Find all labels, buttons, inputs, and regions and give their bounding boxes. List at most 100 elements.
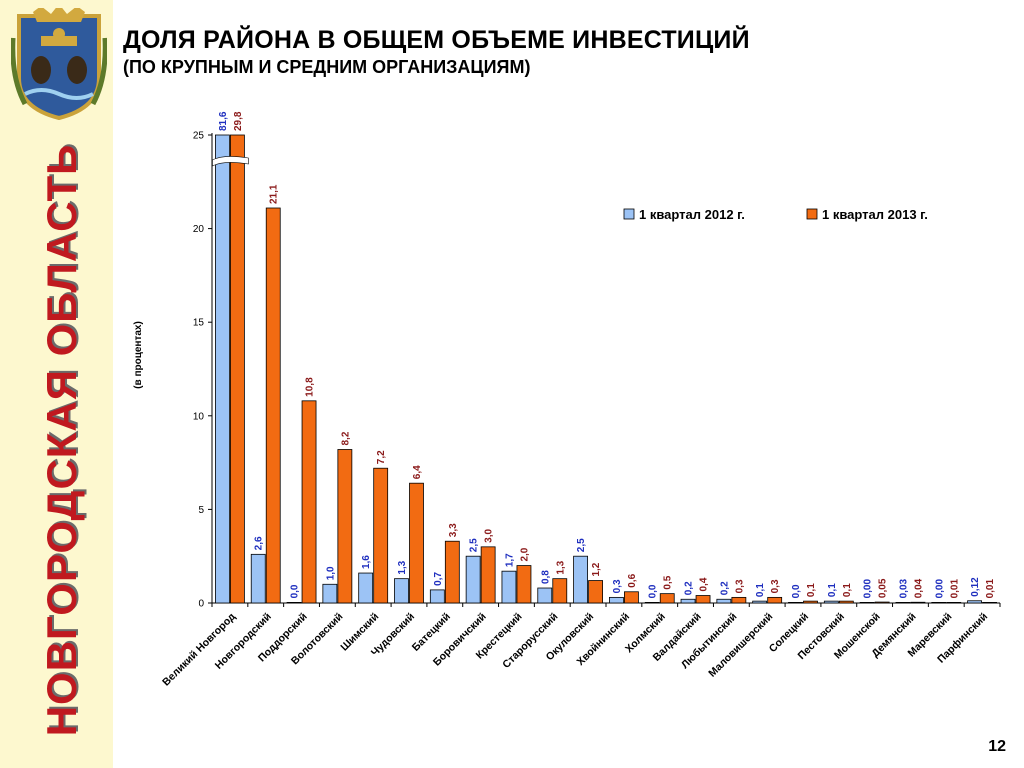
value-label-2013: 3,3 bbox=[448, 523, 459, 537]
bar-2012 bbox=[322, 583, 338, 604]
value-label-2012: 0,1 bbox=[827, 583, 838, 597]
category-label: Маловишерский bbox=[706, 611, 775, 680]
legend-label-2012: 1 квартал 2012 г. bbox=[639, 207, 745, 222]
bar-2012 bbox=[429, 589, 445, 604]
value-label-2012: 1,7 bbox=[504, 553, 515, 567]
value-label-2013: 7,2 bbox=[376, 450, 387, 464]
bar-2012 bbox=[680, 598, 696, 604]
bar-2013 bbox=[910, 601, 926, 604]
y-tick-label: 15 bbox=[193, 318, 205, 329]
value-label-2012: 0,03 bbox=[898, 578, 909, 598]
bar-2013 bbox=[695, 595, 711, 604]
page-subtitle: (ПО КРУПНЫМ И СРЕДНИМ ОРГАНИЗАЦИЯМ) bbox=[123, 57, 531, 77]
legend-label-2013: 1 квартал 2013 г. bbox=[822, 207, 928, 222]
bar-2012 bbox=[823, 600, 839, 604]
bar-2012 bbox=[573, 555, 588, 604]
sidebar: НОВГОРОДСКАЯ ОБЛАСТЬ bbox=[0, 0, 113, 768]
value-label-2013: 0,5 bbox=[663, 575, 674, 589]
value-label-2012: 2,5 bbox=[576, 538, 587, 552]
bar-2012 bbox=[501, 570, 517, 604]
y-tick-label: 5 bbox=[198, 505, 204, 516]
value-label-2012: 0,00 bbox=[934, 578, 945, 598]
legend-swatch-2012 bbox=[623, 208, 635, 220]
bar-2013 bbox=[982, 602, 997, 604]
bar-2013 bbox=[301, 400, 317, 604]
legend-swatch-2013 bbox=[806, 208, 818, 220]
value-label-2013: 0,01 bbox=[985, 578, 996, 598]
bar-2012 bbox=[537, 587, 553, 604]
value-label-2012: 0,12 bbox=[970, 577, 981, 597]
bar-2012 bbox=[716, 598, 732, 604]
bar-2013 bbox=[946, 602, 962, 604]
bar-2013 bbox=[265, 207, 281, 604]
value-label-2013: 0,1 bbox=[806, 583, 817, 597]
value-label-2013: 10,8 bbox=[305, 377, 316, 397]
bar-2013 bbox=[731, 596, 747, 604]
bar-2013 bbox=[659, 593, 675, 604]
bar-2013 bbox=[409, 482, 424, 604]
page-title: ДОЛЯ РАЙОНА В ОБЩЕМ ОБЪЕМЕ ИНВЕСТИЦИЙ bbox=[123, 26, 750, 54]
bar-2012 bbox=[967, 600, 982, 604]
bar-2012 bbox=[215, 134, 230, 604]
value-label-2012: 1,6 bbox=[361, 555, 372, 569]
y-axis-label: (в процентах) bbox=[133, 321, 144, 389]
value-label-2013: 6,4 bbox=[412, 465, 423, 479]
value-label-2013: 8,2 bbox=[340, 431, 351, 445]
bar-2012 bbox=[788, 602, 803, 604]
bar-2012 bbox=[250, 553, 266, 604]
value-label-2012: 0,00 bbox=[863, 578, 874, 598]
value-label-2012: 0,1 bbox=[755, 583, 766, 597]
value-label-2013: 3,0 bbox=[484, 529, 495, 543]
bar-2013 bbox=[373, 467, 389, 604]
value-label-2013: 0,04 bbox=[913, 578, 924, 598]
bar-2012 bbox=[286, 602, 302, 604]
value-label-2013: 1,3 bbox=[555, 560, 566, 574]
value-label-2012: 81,6 bbox=[218, 111, 229, 131]
value-label-2012: 1,3 bbox=[397, 560, 408, 574]
bar-2012 bbox=[895, 602, 911, 604]
bar-2012 bbox=[859, 602, 875, 604]
bar-2013 bbox=[516, 565, 532, 604]
value-label-2013: 0,01 bbox=[949, 578, 960, 598]
y-tick-label: 20 bbox=[193, 224, 205, 235]
value-label-2013: 0,1 bbox=[842, 583, 853, 597]
bar-2013 bbox=[480, 546, 496, 604]
value-label-2012: 2,5 bbox=[469, 538, 480, 552]
coat-of-arms-icon bbox=[11, 8, 107, 120]
chart-legend: 1 квартал 2012 г. 1 квартал 2013 г. bbox=[623, 207, 928, 222]
axis-break-mark bbox=[212, 156, 249, 167]
value-label-2012: 1,0 bbox=[325, 566, 336, 580]
value-label-2012: 0,3 bbox=[612, 579, 623, 593]
bar-2013 bbox=[552, 578, 568, 604]
bar-2012 bbox=[931, 602, 947, 604]
value-label-2012: 0,0 bbox=[290, 584, 301, 598]
value-label-2013: 0,3 bbox=[734, 579, 745, 593]
value-label-2013: 2,0 bbox=[519, 547, 530, 561]
value-label-2012: 0,2 bbox=[719, 581, 730, 595]
bar-2012 bbox=[465, 555, 481, 604]
value-label-2013: 21,1 bbox=[269, 184, 280, 204]
value-label-2012: 2,6 bbox=[254, 536, 265, 550]
page-number: 12 bbox=[988, 738, 1006, 755]
value-label-2012: 0,0 bbox=[791, 584, 802, 598]
value-label-2012: 0,8 bbox=[540, 570, 551, 584]
y-tick-label: 0 bbox=[198, 599, 204, 610]
value-label-2013: 0,4 bbox=[699, 577, 710, 591]
bar-2012 bbox=[609, 596, 624, 604]
bar-2013 bbox=[803, 600, 818, 604]
bar-2013 bbox=[230, 134, 245, 604]
value-label-2013: 0,3 bbox=[770, 579, 781, 593]
bar-2012 bbox=[644, 602, 660, 604]
y-tick-label: 10 bbox=[193, 411, 205, 422]
value-label-2013: 29,8 bbox=[233, 111, 244, 131]
bar-2013 bbox=[588, 580, 603, 604]
bar-2013 bbox=[444, 540, 460, 604]
bar-2013 bbox=[767, 596, 783, 604]
bar-2012 bbox=[394, 578, 409, 604]
value-label-2013: 0,6 bbox=[627, 573, 638, 587]
bar-2013 bbox=[874, 601, 890, 604]
value-label-2012: 0,7 bbox=[433, 572, 444, 586]
value-label-2013: 1,2 bbox=[591, 562, 602, 576]
bar-2013 bbox=[838, 600, 854, 604]
